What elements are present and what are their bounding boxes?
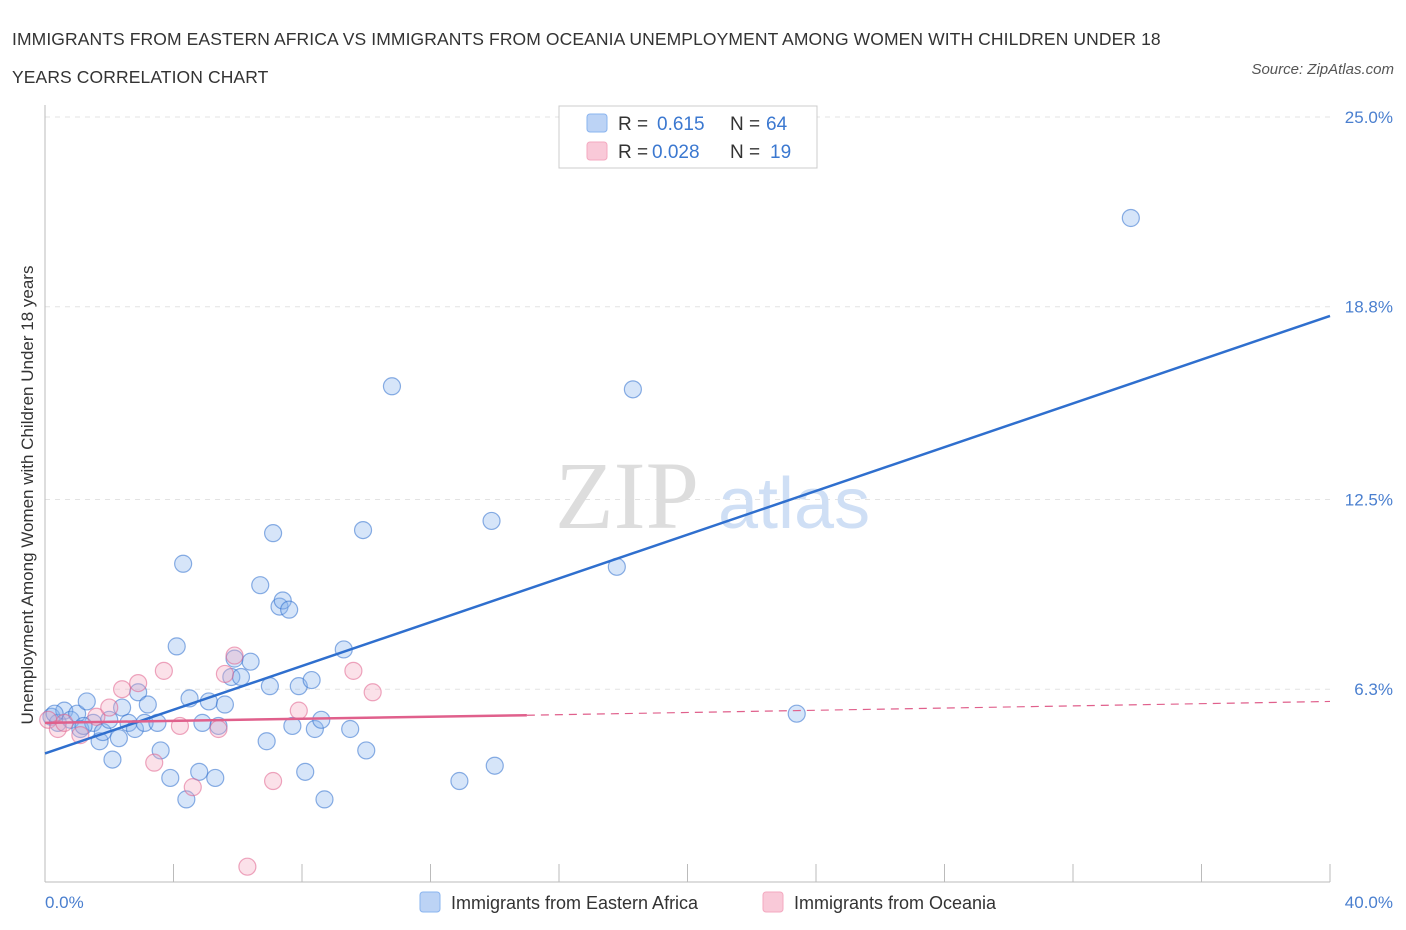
point-eastern-africa[interactable] bbox=[273, 591, 292, 610]
legend-n-value-2: 19 bbox=[770, 142, 791, 163]
grid-lines bbox=[45, 116, 1330, 690]
trend-line-oceania bbox=[44, 713, 527, 725]
y-axis-label: Unemployment Among Women with Children U… bbox=[18, 266, 37, 725]
point-eastern-africa[interactable] bbox=[623, 380, 642, 399]
point-oceania[interactable] bbox=[100, 698, 119, 717]
point-eastern-africa[interactable] bbox=[215, 695, 234, 714]
point-eastern-africa[interactable] bbox=[231, 667, 251, 687]
point-oceania[interactable] bbox=[154, 661, 173, 680]
point-eastern-africa[interactable] bbox=[283, 716, 302, 736]
point-oceania[interactable] bbox=[238, 857, 257, 876]
chart-title: IMMIGRANTS FROM EASTERN AFRICA VS IMMIGR… bbox=[12, 29, 1161, 87]
point-eastern-africa[interactable] bbox=[280, 600, 299, 619]
point-eastern-africa[interactable] bbox=[341, 719, 360, 739]
point-eastern-africa[interactable] bbox=[296, 762, 315, 781]
bottom-legend[interactable]: Immigrants from Eastern Africa Immigrant… bbox=[419, 891, 997, 913]
y-tick-label: 6.3% bbox=[1354, 680, 1393, 699]
point-eastern-africa[interactable] bbox=[257, 732, 276, 751]
point-eastern-africa[interactable] bbox=[353, 520, 373, 540]
legend-n-value-1: 64 bbox=[766, 114, 788, 135]
point-eastern-africa[interactable] bbox=[302, 670, 321, 690]
watermark-atlas: atlas bbox=[718, 464, 870, 544]
point-eastern-africa[interactable] bbox=[167, 637, 186, 656]
y-tick-label: 18.8% bbox=[1345, 298, 1393, 317]
point-eastern-africa[interactable] bbox=[357, 741, 376, 760]
x-ticks bbox=[173, 864, 1331, 882]
legend-swatch-blue bbox=[586, 113, 608, 133]
point-oceania[interactable] bbox=[344, 661, 363, 680]
point-eastern-africa[interactable] bbox=[138, 695, 157, 714]
point-eastern-africa[interactable] bbox=[485, 756, 504, 775]
point-eastern-africa[interactable] bbox=[450, 771, 469, 791]
point-eastern-africa[interactable] bbox=[263, 524, 283, 543]
bottom-legend-swatch-pink bbox=[762, 891, 784, 913]
point-oceania[interactable] bbox=[112, 680, 132, 699]
point-eastern-africa[interactable] bbox=[315, 790, 334, 809]
point-eastern-africa[interactable] bbox=[305, 719, 324, 739]
top-legend[interactable]: R = 0.615 N = 64 R = 0.028 N = 19 bbox=[558, 105, 818, 169]
point-eastern-africa[interactable] bbox=[193, 713, 212, 732]
point-eastern-africa[interactable] bbox=[1121, 208, 1140, 228]
legend-r-value-2: 0.028 bbox=[652, 142, 700, 163]
point-eastern-africa[interactable] bbox=[112, 698, 132, 717]
point-oceania[interactable] bbox=[129, 673, 148, 693]
legend-r-label-1: R = bbox=[618, 114, 648, 135]
x-tick-label-min: 0.0% bbox=[45, 893, 84, 912]
y-tick-labels: 6.3% 12.5% 18.8% 25.0% bbox=[1345, 108, 1393, 699]
legend-r-value-1: 0.615 bbox=[657, 114, 705, 135]
watermark: ZIP atlas bbox=[555, 442, 870, 549]
point-oceania[interactable] bbox=[363, 683, 382, 702]
series-oceania bbox=[39, 646, 382, 876]
chart-source: Source: ZipAtlas.com bbox=[1251, 61, 1394, 78]
point-eastern-africa[interactable] bbox=[77, 692, 96, 711]
bottom-legend-label-pink: Immigrants from Oceania bbox=[794, 893, 997, 913]
point-eastern-africa[interactable] bbox=[787, 704, 806, 723]
point-oceania[interactable] bbox=[209, 719, 228, 739]
point-eastern-africa[interactable] bbox=[103, 750, 122, 769]
point-oceania[interactable] bbox=[289, 701, 308, 720]
point-eastern-africa[interactable] bbox=[206, 768, 225, 788]
point-eastern-africa[interactable] bbox=[251, 576, 270, 595]
trend-lines bbox=[44, 314, 1331, 755]
x-tick-label-max: 40.0% bbox=[1345, 893, 1393, 912]
y-tick-label: 12.5% bbox=[1345, 491, 1393, 510]
point-oceania[interactable] bbox=[225, 646, 244, 665]
watermark-zip: ZIP bbox=[555, 442, 699, 549]
legend-n-label-2: N = bbox=[730, 142, 760, 163]
bottom-legend-swatch-blue bbox=[419, 891, 441, 913]
trend-line-eastern-africa bbox=[44, 314, 1331, 755]
legend-swatch-pink bbox=[586, 141, 608, 161]
point-eastern-africa[interactable] bbox=[190, 762, 209, 781]
series-eastern-africa bbox=[42, 208, 1140, 809]
point-eastern-africa[interactable] bbox=[109, 729, 128, 748]
legend-r-label-2: R = bbox=[618, 142, 648, 163]
point-eastern-africa[interactable] bbox=[382, 377, 402, 396]
point-eastern-africa[interactable] bbox=[161, 768, 180, 788]
legend-n-label-1: N = bbox=[730, 114, 760, 135]
point-oceania[interactable] bbox=[183, 778, 202, 797]
point-oceania[interactable] bbox=[215, 664, 234, 684]
trend-line-oceania-extension bbox=[526, 700, 1331, 716]
point-oceania[interactable] bbox=[145, 753, 164, 772]
point-eastern-africa[interactable] bbox=[174, 554, 193, 573]
bottom-legend-label-blue: Immigrants from Eastern Africa bbox=[451, 893, 699, 913]
y-tick-label: 25.0% bbox=[1345, 108, 1393, 127]
point-eastern-africa[interactable] bbox=[482, 511, 501, 531]
point-oceania[interactable] bbox=[263, 771, 283, 791]
point-eastern-africa[interactable] bbox=[241, 652, 260, 671]
